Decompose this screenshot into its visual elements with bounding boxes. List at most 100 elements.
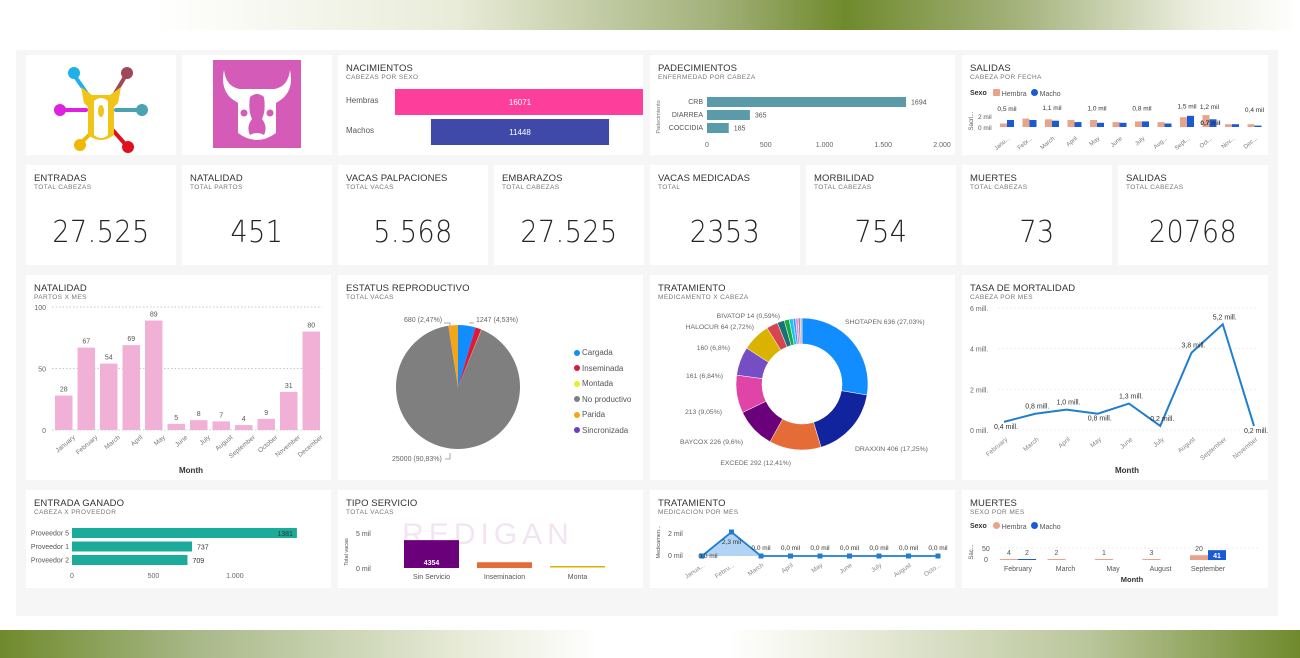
legend-item-sincronizada[interactable]: Sincronizada	[574, 423, 631, 439]
bar-macho	[1119, 122, 1127, 127]
kpi-subtitle: TOTAL CABEZAS	[34, 184, 92, 191]
chart-salidas: SALIDAS CABEZA POR FECHA Sexo Hembra Mac…	[962, 55, 1268, 155]
x-tick-label: June	[838, 562, 854, 576]
data-label: 0,0 mil	[781, 545, 801, 552]
bar-hembra	[1067, 120, 1075, 127]
data-label: 69	[127, 336, 135, 343]
x-tick-label: March	[1040, 136, 1057, 151]
kpi-subtitle: TOTAL CABEZAS	[1126, 184, 1184, 191]
data-label: 20	[1195, 546, 1203, 553]
kpi-card-vacas-medicadas: VACAS MEDICADAS TOTAL 2353	[650, 165, 800, 265]
dashboard-canvas: NACIMIENTOS CABEZAS POR SEXO Hembras 1607…	[16, 50, 1278, 616]
chart-title: TIPO SERVICIO	[346, 498, 418, 509]
footer-gradient-band	[0, 630, 1300, 658]
leader-line	[444, 322, 451, 327]
data-label: 0,7 mil	[1200, 120, 1220, 127]
data-label: 0,0 mil	[810, 545, 830, 552]
legend-item-no-productivo[interactable]: No productivo	[574, 392, 631, 408]
legend-item-macho[interactable]: Macho	[1030, 89, 1061, 98]
bar-macho	[1052, 120, 1059, 127]
data-line	[1003, 322, 1255, 428]
bar-macho	[1074, 122, 1082, 127]
bar-macho	[1097, 122, 1104, 127]
kpi-value: 754	[854, 215, 908, 250]
bar-macho	[1208, 550, 1226, 560]
slice-label: 25000 (90,83%)	[392, 456, 442, 463]
axis-title: Total vacas	[344, 538, 350, 566]
legend-item-montada[interactable]: Montada	[574, 376, 631, 392]
kpi-card-entradas: ENTRADAS TOTAL CABEZAS 27.525	[26, 165, 176, 265]
x-tick-label: August	[214, 434, 234, 452]
kpi-title: VACAS MEDICADAS	[658, 173, 751, 184]
kpi-card-natalidad: NATALIDAD TOTAL PARTOS 451	[182, 165, 332, 265]
data-label: 5	[174, 415, 178, 422]
slice-label: SHOTAPEN 636 (27,03%)	[845, 319, 925, 326]
y-tick-label: 2 mil	[668, 531, 683, 538]
data-label: 9	[264, 410, 268, 417]
chart-subtitle: MEDICACION POR MES	[658, 509, 739, 516]
data-label: 1	[1102, 550, 1106, 557]
legend-item-inseminada[interactable]: Inseminada	[574, 361, 631, 377]
kpi-card-embarazos: EMBARAZOS TOTAL CABEZAS 27.525	[494, 165, 644, 265]
category-label: Proveedor 2	[31, 558, 69, 565]
data-label: 737	[197, 545, 209, 552]
data-label: 5,2 mill.	[1213, 314, 1237, 321]
data-label: 2	[1055, 550, 1059, 557]
bar-hembra	[1000, 123, 1007, 127]
data-label: 3,8 mill.	[1181, 343, 1205, 350]
slice-label: 1247 (4,53%)	[476, 317, 518, 324]
axis-title: Month	[179, 466, 203, 475]
legend-item-parida[interactable]: Parida	[574, 407, 631, 423]
x-tick-label: July	[198, 434, 212, 447]
kpi-subtitle: TOTAL VACAS	[346, 184, 394, 191]
x-tick-label: Inseminacion	[484, 574, 525, 581]
y-tick-label: 5 mil	[356, 531, 371, 538]
legend-item-hembra[interactable]: Hembra	[992, 522, 1027, 531]
x-tick-label: May	[1089, 436, 1103, 450]
kpi-value: 5.568	[373, 215, 453, 250]
data-label: 0,0 mil	[698, 553, 718, 560]
x-tick-label: 1.000	[816, 142, 834, 149]
data-label: 0,0 mil	[869, 545, 889, 552]
x-tick-label: April	[1066, 136, 1079, 148]
legend-dot-macho	[1030, 89, 1038, 96]
legend-item-hembra[interactable]: Hembra	[992, 89, 1027, 98]
chart-muertes-sexo: MUERTES SEXO POR MES Sexo Hembra Macho S…	[962, 490, 1268, 588]
x-tick-label: May	[1106, 566, 1120, 573]
legend-item-macho[interactable]: Macho	[1030, 522, 1061, 531]
axis-title: Month	[1121, 575, 1144, 584]
y-tick-label: 2 mil	[978, 114, 992, 121]
bar-hembra	[1190, 555, 1208, 560]
x-tick-label: August	[1177, 436, 1197, 454]
data-label: 0,5 mil	[997, 106, 1017, 113]
y-tick-label: 6 mill.	[970, 306, 988, 313]
x-tick-label: March	[103, 434, 122, 451]
data-label: 4	[1007, 550, 1011, 557]
bar-hembra	[1000, 559, 1018, 560]
data-label: 0,0 mil	[840, 545, 860, 552]
y-tick-label: 0	[42, 428, 46, 435]
x-tick-label: July	[870, 561, 884, 574]
chart-title: NACIMIENTOS	[346, 63, 413, 74]
chart-subtitle: ENFERMEDAD POR CABEZA	[658, 74, 756, 81]
x-tick-label: 500	[148, 573, 160, 580]
data-label: 2,3 mil	[722, 539, 742, 546]
slice-label: 160 (6,8%)	[697, 345, 730, 352]
x-tick-label: June	[1110, 136, 1124, 149]
x-tick-label: 1.000	[226, 573, 244, 580]
legend-item-cargada[interactable]: Cargada	[574, 345, 631, 361]
axis-title: Month	[1115, 466, 1139, 475]
kpi-card-salidas: SALIDAS TOTAL CABEZAS 20768	[1118, 165, 1268, 265]
bar-macho	[1232, 124, 1239, 127]
chart-subtitle: CABEZAS POR SEXO	[346, 74, 419, 81]
data-marker	[935, 553, 941, 559]
data-label: 7	[219, 412, 223, 419]
legend-dot	[574, 411, 580, 418]
kpi-subtitle: TOTAL	[658, 184, 681, 191]
bar	[550, 566, 605, 568]
bar	[707, 123, 729, 133]
logo-tile-cow	[182, 55, 332, 155]
axis-title: Sac...	[969, 544, 975, 560]
data-label: 1694	[911, 100, 927, 107]
